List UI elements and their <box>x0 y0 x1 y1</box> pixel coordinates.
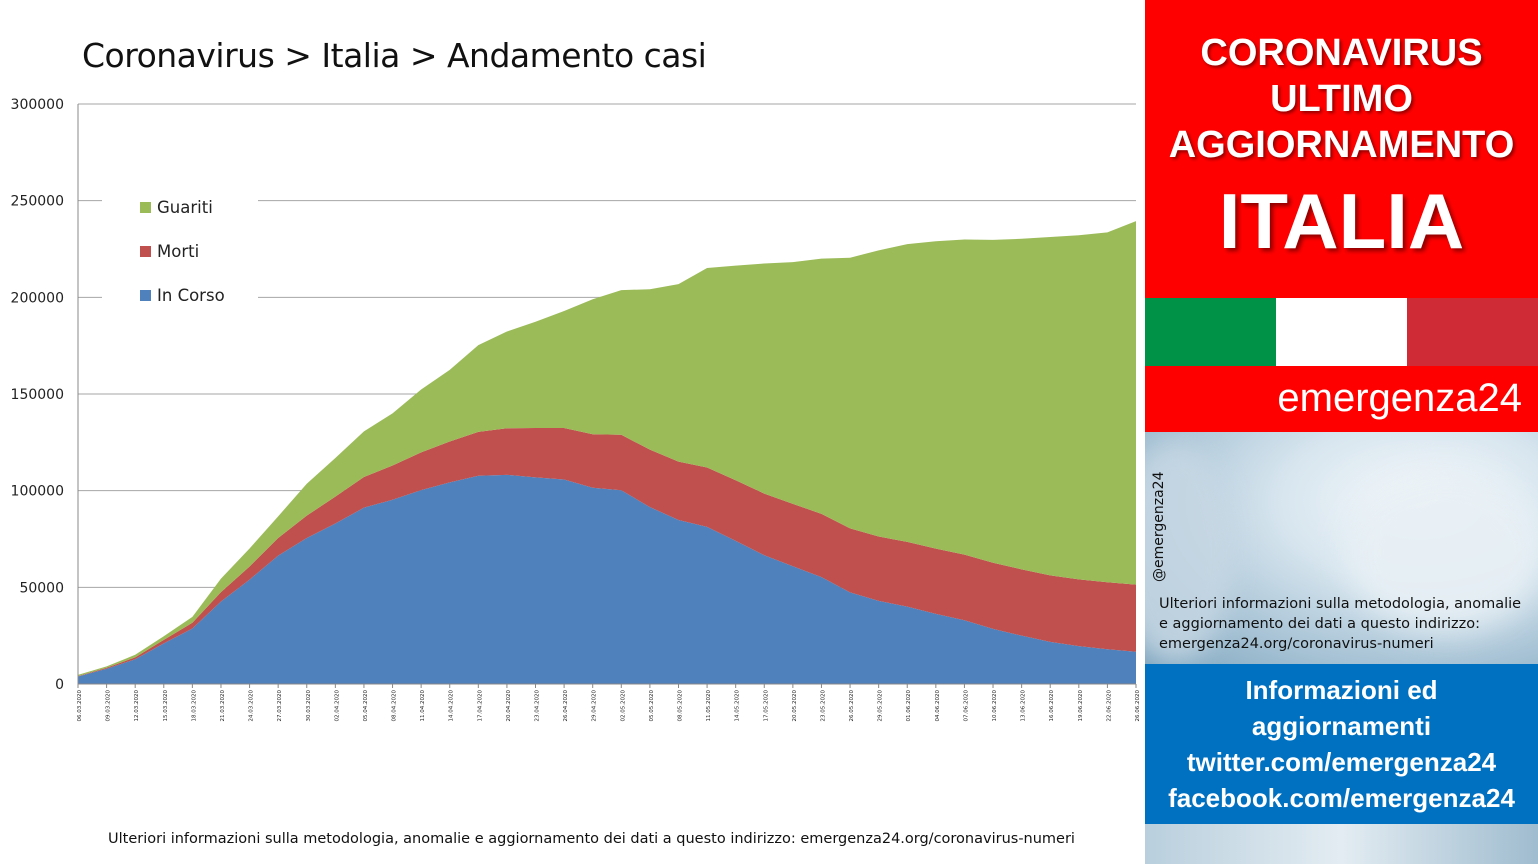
x-tick-label: 17.04.2020 <box>477 690 483 722</box>
x-tick-label: 09.03.2020 <box>106 690 112 722</box>
x-tick-label: 04.06.2020 <box>935 690 941 722</box>
x-tick-label: 06.03.2020 <box>77 690 83 722</box>
x-tick-label: 11.05.2020 <box>706 690 712 722</box>
x-tick-label: 12.03.2020 <box>134 690 140 722</box>
chart-title: Coronavirus > Italia > Andamento casi <box>82 36 707 75</box>
x-tick-label: 22.06.2020 <box>1106 690 1112 722</box>
facebook-link[interactable]: facebook.com/emergenza24 <box>1168 783 1515 813</box>
x-tick-label: 02.05.2020 <box>620 690 626 722</box>
flag-stripe-green <box>1145 298 1276 366</box>
x-tick-label: 14.04.2020 <box>449 690 455 722</box>
headline: CORONAVIRUS ULTIMO AGGIORNAMENTO <box>1145 30 1538 168</box>
country-label: ITALIA <box>1218 177 1465 265</box>
x-tick-label: 08.04.2020 <box>392 690 398 722</box>
x-tick-label: 01.06.2020 <box>906 690 912 722</box>
headline-line: ULTIMO <box>1270 78 1413 120</box>
x-tick-label: 21.03.2020 <box>220 690 226 722</box>
headline-line: CORONAVIRUS <box>1200 32 1483 74</box>
x-tick-label: 30.03.2020 <box>306 690 312 722</box>
x-tick-label: 18.03.2020 <box>191 690 197 722</box>
legend-label: Morti <box>157 242 199 261</box>
x-tick-label: 16.06.2020 <box>1049 690 1055 722</box>
x-tick-label: 08.05.2020 <box>677 690 683 722</box>
legend-swatch <box>140 202 151 213</box>
x-tick-label: 05.05.2020 <box>649 690 655 722</box>
bottom-photo-strip <box>1145 824 1538 864</box>
x-tick-label: 02.04.2020 <box>334 690 340 722</box>
headline-line: AGGIORNAMENTO <box>1168 124 1515 166</box>
y-tick-label: 50000 <box>19 580 64 596</box>
series-area-in-corso <box>78 474 1136 684</box>
methodology-note: Ulteriori informazioni sulla metodologia… <box>1159 596 1522 652</box>
x-tick-label: 29.05.2020 <box>878 690 884 722</box>
x-tick-label: 23.04.2020 <box>535 690 541 722</box>
flag-stripe-white <box>1276 298 1407 366</box>
x-tick-label: 27.03.2020 <box>277 690 283 722</box>
x-tick-label: 20.04.2020 <box>506 690 512 722</box>
y-tick-label: 100000 <box>11 484 64 500</box>
legend-label: Guariti <box>157 198 213 217</box>
x-tick-label: 10.06.2020 <box>992 690 998 722</box>
x-tick-label: 26.04.2020 <box>563 690 569 722</box>
series-area-guariti <box>78 221 1136 677</box>
y-tick-label: 150000 <box>11 387 64 403</box>
legend-swatch <box>140 290 151 301</box>
x-tick-label: 26.06.2020 <box>1135 690 1141 722</box>
x-tick-label: 24.03.2020 <box>249 690 255 722</box>
legend-box <box>102 188 258 314</box>
x-tick-label: 15.03.2020 <box>163 690 169 722</box>
x-tick-label: 23.05.2020 <box>820 690 826 722</box>
x-tick-label: 11.04.2020 <box>420 690 426 722</box>
twitter-link[interactable]: twitter.com/emergenza24 <box>1186 747 1497 777</box>
x-tick-label: 14.05.2020 <box>735 690 741 722</box>
side-panel: CORONAVIRUS ULTIMO AGGIORNAMENTO ITALIA … <box>1145 0 1538 864</box>
x-tick-label: 29.04.2020 <box>592 690 598 722</box>
brand-name: emergenza24 <box>1277 376 1522 420</box>
y-tick-label: 0 <box>55 677 64 693</box>
x-tick-label: 20.05.2020 <box>792 690 798 722</box>
y-tick-label: 300000 <box>11 97 64 113</box>
brand-bar: emergenza24 <box>1145 366 1538 432</box>
background-photo: @emergenza24 Ulteriori informazioni sull… <box>1145 432 1538 664</box>
flag-stripe-red <box>1407 298 1538 366</box>
headline-box: CORONAVIRUS ULTIMO AGGIORNAMENTO ITALIA <box>1145 0 1538 298</box>
x-tick-label: 07.06.2020 <box>963 690 969 722</box>
x-tick-label: 19.06.2020 <box>1078 690 1084 722</box>
footer-note: Ulteriori informazioni sulla metodologia… <box>108 831 1075 847</box>
area-chart: 0 50000 100000 150000 200000 250000 300000 06.0… <box>11 97 1141 722</box>
x-tick-label: 26.05.2020 <box>849 690 855 722</box>
info-box: Informazioni ed aggiornamenti twitter.co… <box>1145 664 1538 824</box>
italian-flag <box>1145 298 1538 366</box>
x-tick-label: 13.06.2020 <box>1021 690 1027 722</box>
info-line: Informazioni ed <box>1245 675 1438 705</box>
x-tick-label: 05.04.2020 <box>363 690 369 722</box>
social-handle: @emergenza24 <box>1151 471 1167 583</box>
info-line: aggiornamenti <box>1251 711 1432 741</box>
series-area-morti <box>78 428 1136 677</box>
y-tick-label: 250000 <box>11 194 64 210</box>
legend-swatch <box>140 246 151 257</box>
legend-label: In Corso <box>157 286 225 305</box>
y-tick-label: 200000 <box>11 290 64 306</box>
x-tick-label: 17.05.2020 <box>763 690 769 722</box>
